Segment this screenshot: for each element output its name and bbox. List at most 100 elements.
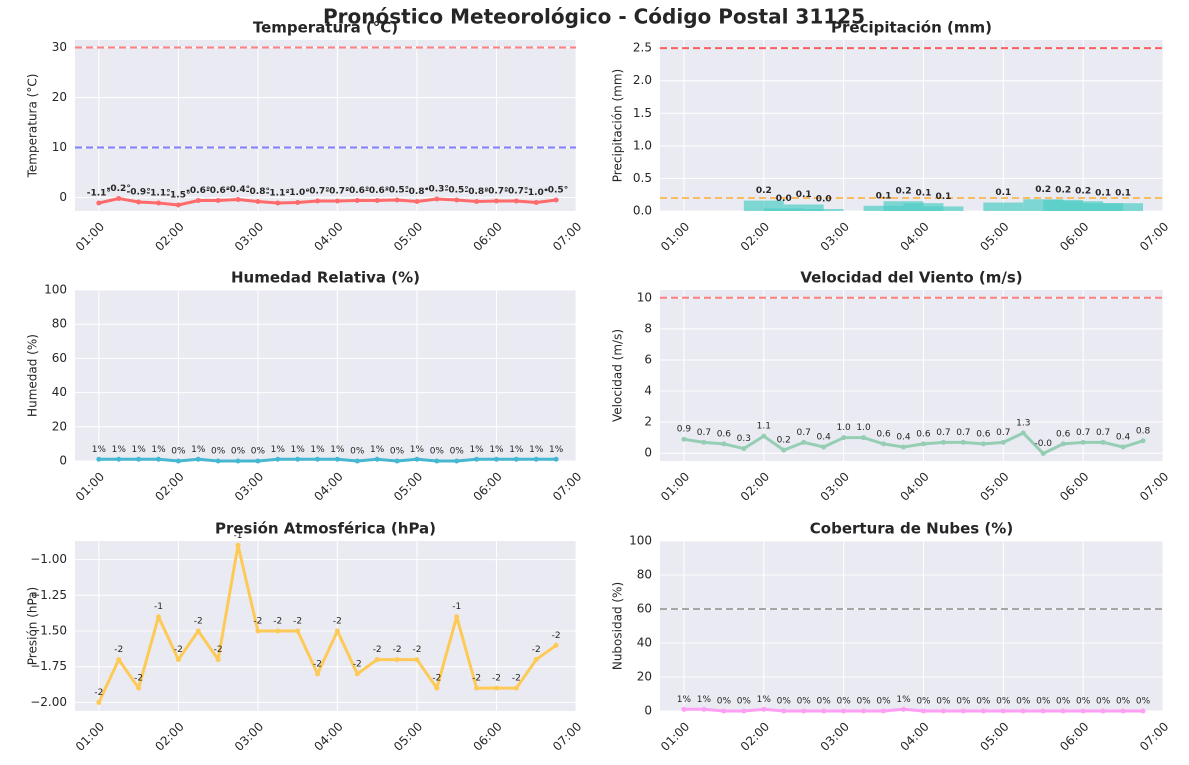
y-tick-label: 60 xyxy=(637,602,652,616)
y-tick-label: 30 xyxy=(52,40,67,54)
subplot: −2.00 −1.75 −1.50 −1.25 −1.00 01:00 02:00 03:00… xyxy=(26,520,585,754)
data-label: 0.7 xyxy=(956,428,970,438)
data-label: 0% xyxy=(350,447,365,457)
y-tick-label: 20 xyxy=(52,419,67,433)
x-tick-label: 01:00 xyxy=(73,469,107,503)
y-tick-label: 40 xyxy=(52,385,67,399)
subplot-title: Temperatura (°C) xyxy=(253,19,398,37)
data-label: -2 xyxy=(293,617,302,627)
point xyxy=(334,628,340,634)
x-tick-label: 01:00 xyxy=(658,469,692,503)
data-label: -0.6° xyxy=(365,186,389,196)
point xyxy=(493,198,499,204)
point xyxy=(96,200,102,206)
data-label: -2 xyxy=(114,645,123,655)
point xyxy=(801,708,807,714)
y-tick-label: 20 xyxy=(52,90,67,104)
data-label: -2 xyxy=(174,645,183,655)
y-tick-label: 10 xyxy=(637,290,652,304)
data-label: 0% xyxy=(936,697,951,707)
data-label: -0.7° xyxy=(484,187,508,197)
plot-area xyxy=(75,541,576,711)
data-label: 0.6 xyxy=(717,429,732,439)
point xyxy=(96,456,102,462)
point xyxy=(1060,708,1066,714)
data-label: 0.3 xyxy=(737,434,751,444)
data-label: -0.4° xyxy=(226,185,250,195)
data-label: -2 xyxy=(333,617,342,627)
data-label: 0% xyxy=(1056,697,1071,707)
data-label: 1% xyxy=(291,445,306,455)
subplot: 0 20 40 60 80 100 01:00 02:00 03:00 04:00 05:00 06:… xyxy=(611,520,1172,754)
point xyxy=(1000,708,1006,714)
data-label: 0% xyxy=(717,697,732,707)
point xyxy=(960,439,966,445)
data-label: -1.5° xyxy=(166,191,190,201)
x-tick-label: 07:00 xyxy=(1137,719,1171,753)
data-label: -2 xyxy=(194,617,203,627)
point xyxy=(394,657,400,663)
data-label: 0.6 xyxy=(876,429,891,439)
point xyxy=(821,444,827,450)
point xyxy=(721,441,727,447)
x-tick-label: 04:00 xyxy=(311,219,345,253)
y-tick-label: 80 xyxy=(637,568,652,582)
data-label: 0.2 xyxy=(1035,185,1051,195)
data-label: 0.1 xyxy=(995,188,1011,198)
point xyxy=(195,456,201,462)
point xyxy=(295,200,301,205)
subplot: 0 20 40 60 80 100 01:00 02:00 03:00 04:00 05:00 06:… xyxy=(26,269,585,504)
point xyxy=(1020,708,1026,714)
y-tick-label: 0 xyxy=(59,454,67,468)
data-label: 0.2 xyxy=(777,436,791,446)
point xyxy=(454,197,460,203)
data-label: 0% xyxy=(817,697,832,707)
y-tick-label: 6 xyxy=(644,352,652,366)
x-tick-label: 01:00 xyxy=(658,719,692,753)
point xyxy=(374,657,380,663)
point xyxy=(801,439,807,445)
data-label: -2 xyxy=(134,674,143,684)
data-label: -0.5° xyxy=(385,186,409,196)
point xyxy=(1140,438,1146,444)
data-label: 0.1 xyxy=(796,190,812,200)
subplot: 0.0 0.5 1.0 1.5 2.0 2.5 01:00 02:00 03:00 04:00 05… xyxy=(611,19,1172,254)
data-label: -2 xyxy=(432,674,441,684)
data-label: -0.7° xyxy=(325,187,349,197)
subplot-title: Humedad Relativa (%) xyxy=(231,269,420,287)
data-label: -2 xyxy=(512,674,521,684)
point xyxy=(881,708,887,714)
point xyxy=(474,456,480,462)
x-tick-label: 02:00 xyxy=(738,219,772,253)
x-tick-label: 05:00 xyxy=(391,719,425,753)
point xyxy=(354,671,360,677)
data-label: -0.5° xyxy=(544,186,568,196)
bar xyxy=(803,209,844,211)
data-label: 0.6 xyxy=(976,429,991,439)
point xyxy=(255,199,261,204)
y-tick-label: −1.50 xyxy=(30,624,67,638)
point xyxy=(681,436,687,442)
point xyxy=(1100,708,1106,714)
point xyxy=(454,458,460,464)
x-tick-label: 06:00 xyxy=(470,469,504,503)
data-label: 1% xyxy=(92,445,107,455)
data-label: 0.4 xyxy=(1116,433,1131,443)
data-label: 0% xyxy=(1136,697,1151,707)
x-tick-label: 01:00 xyxy=(658,219,692,253)
x-tick-label: 03:00 xyxy=(232,719,266,753)
data-label: -2 xyxy=(393,645,402,655)
point xyxy=(354,458,360,464)
data-label: -2 xyxy=(552,631,561,641)
bar xyxy=(783,204,824,211)
data-label: 0.4 xyxy=(817,433,832,443)
data-label: -0.9° xyxy=(127,188,151,198)
y-tick-label: −1.75 xyxy=(30,659,67,673)
subplot: 0 2 4 6 8 10 01:00 02:00 03:00 04:00 05:00 06:00 07:… xyxy=(611,269,1172,504)
point xyxy=(741,446,747,452)
point xyxy=(980,441,986,447)
data-label: -2 xyxy=(492,674,501,684)
data-label: 1% xyxy=(469,445,484,455)
data-label: 0% xyxy=(1116,697,1131,707)
point xyxy=(741,708,747,714)
